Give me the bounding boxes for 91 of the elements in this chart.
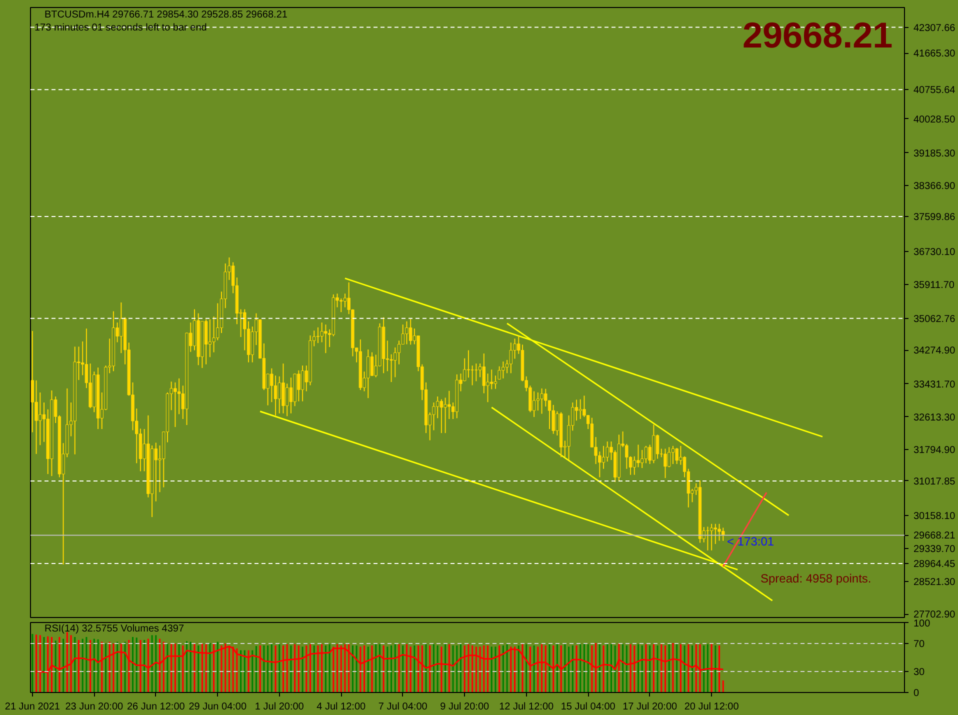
candlestick xyxy=(671,445,675,464)
candlestick xyxy=(502,361,505,379)
y-tick-label: 27702.90 xyxy=(914,610,956,621)
candlestick xyxy=(474,363,478,382)
candlestick xyxy=(466,350,470,378)
candlestick xyxy=(174,382,177,428)
y-tick-label: 31794.90 xyxy=(914,445,956,456)
y-tick-label: 30158.10 xyxy=(914,511,956,522)
candlestick xyxy=(664,448,667,479)
candlestick xyxy=(532,390,536,418)
candlestick xyxy=(300,365,304,402)
candlestick xyxy=(482,352,486,394)
y-tick-label: 28521.30 xyxy=(914,576,956,588)
y-tick-label: 33431.70 xyxy=(914,379,956,390)
y-tick-label: 34274.90 xyxy=(914,346,956,357)
candlestick xyxy=(490,369,494,390)
candlestick xyxy=(405,320,408,345)
y-tick-label: 39185.30 xyxy=(914,148,956,160)
candlestick xyxy=(343,293,347,308)
x-tick-label: 23 Jun 20:00 xyxy=(65,702,124,712)
candlestick xyxy=(470,365,474,386)
candlestick xyxy=(30,330,34,433)
candlestick xyxy=(718,523,721,542)
candlestick xyxy=(177,378,181,415)
candlestick xyxy=(602,445,606,470)
candlestick xyxy=(204,318,208,365)
annotation: < 173:01 xyxy=(727,534,774,549)
candlestick xyxy=(640,449,644,469)
candlestick xyxy=(636,444,640,468)
y-tick-label: 35062.76 xyxy=(914,314,956,325)
y-tick-label: 35911.70 xyxy=(914,280,955,291)
x-tick-label: 4 Jul 12:00 xyxy=(316,702,366,712)
y-tick-label: 30 xyxy=(914,667,926,678)
candlestick xyxy=(297,370,300,402)
x-tick-label: 9 Jul 20:00 xyxy=(440,702,490,712)
candlestick xyxy=(552,404,555,434)
candlestick xyxy=(370,352,374,376)
y-tick-label: 32613.30 xyxy=(914,412,956,424)
y-tick-label: 40755.64 xyxy=(914,85,956,96)
candlestick xyxy=(289,377,293,414)
candlestick xyxy=(540,388,544,414)
x-tick-label: 26 Jun 12:00 xyxy=(126,702,186,712)
candlestick xyxy=(282,363,285,414)
annotation: 173 minutes 01 seconds left to bar end xyxy=(34,22,207,34)
y-tick-label: 41665.30 xyxy=(914,48,956,60)
y-tick-label: 29668.21 xyxy=(914,530,956,542)
candlestick xyxy=(578,398,582,420)
candlestick xyxy=(38,392,42,446)
candlestick xyxy=(278,376,281,414)
y-tick-label: 37599.86 xyxy=(914,212,956,223)
y-tick-label: 0 xyxy=(914,688,920,699)
y-tick-label: 40028.50 xyxy=(914,114,956,126)
annotation: 29668.21 xyxy=(742,14,893,56)
candlestick xyxy=(208,318,212,358)
y-tick-label: 36730.10 xyxy=(914,246,956,258)
y-tick-label: 28964.45 xyxy=(914,558,956,570)
candlestick xyxy=(436,396,440,419)
candlestick xyxy=(440,398,444,434)
y-tick-label: 42307.66 xyxy=(914,22,956,34)
y-tick-label: 38366.90 xyxy=(914,181,956,192)
y-tick-label: 100 xyxy=(914,618,931,630)
candlestick xyxy=(644,445,648,464)
candlestick xyxy=(509,342,513,374)
x-tick-label: 20 Jul 12:00 xyxy=(684,702,740,712)
candlestick xyxy=(675,447,678,464)
candlestick xyxy=(340,298,343,313)
candlestick xyxy=(274,375,278,416)
candlestick xyxy=(366,348,370,399)
x-tick-label: 1 Jul 20:00 xyxy=(254,702,304,712)
candlestick xyxy=(154,442,158,502)
chart-title: BTCUSDm.H4 29766.71 29854.30 29528.85 29668.21 xyxy=(44,10,288,20)
candlestick xyxy=(710,523,714,551)
candlestick xyxy=(120,302,123,354)
candlestick xyxy=(316,326,320,344)
y-tick-label: 29339.70 xyxy=(914,544,956,555)
x-tick-label: 15 Jul 04:00 xyxy=(560,702,616,712)
x-tick-label: 7 Jul 04:00 xyxy=(378,702,428,712)
candlestick xyxy=(448,390,451,420)
x-tick-label: 21 Jun 2021 xyxy=(4,702,60,712)
annotation: Spread: 4958 points. xyxy=(760,572,872,586)
chart-title: RSI(14) 32.5755 Volumes 4397 xyxy=(44,624,184,634)
x-tick-label: 17 Jul 20:00 xyxy=(622,702,678,712)
x-tick-label: 12 Jul 12:00 xyxy=(499,702,554,712)
x-tick-label: 29 Jun 04:00 xyxy=(188,702,247,712)
candlestick xyxy=(408,318,412,346)
candlestick xyxy=(656,434,660,460)
y-tick-label: 31017.85 xyxy=(914,476,956,488)
candlestick xyxy=(574,399,578,422)
candlestick xyxy=(714,523,718,544)
y-tick-label: 70 xyxy=(914,639,926,650)
candlestick xyxy=(324,324,328,354)
